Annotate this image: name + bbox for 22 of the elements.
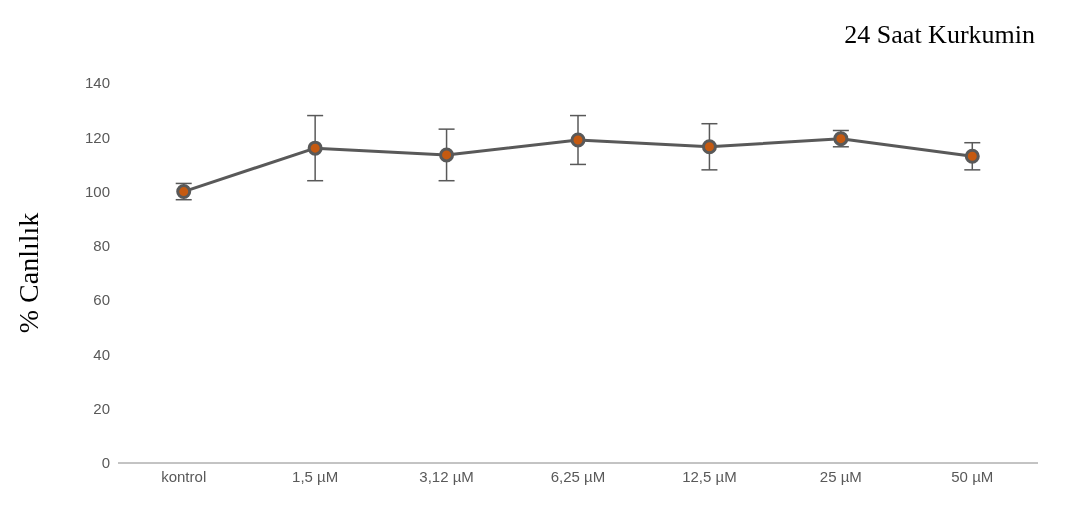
x-tick-label: 25 µM — [819, 467, 862, 485]
x-tick-label: 12,5 µM — [682, 467, 737, 485]
x-tick-label: 6,25 µM — [550, 467, 606, 485]
y-tick-label: 120 — [84, 128, 110, 146]
point — [307, 140, 323, 156]
y-axis-title: % Canlılık — [12, 212, 44, 334]
y-tick-label: 40 — [93, 345, 110, 363]
chart-title: 24 Saat Kurkumin — [844, 20, 1035, 50]
y-tick-label: 80 — [93, 237, 110, 255]
point — [439, 147, 455, 163]
point — [701, 139, 717, 155]
y-tick-label: 140 — [84, 74, 110, 92]
y-tick-label: 20 — [93, 400, 110, 418]
y-tick-label: 100 — [84, 182, 110, 200]
point — [570, 132, 586, 148]
x-tick-label: 3,12 µM — [419, 467, 474, 485]
point — [964, 148, 980, 164]
y-tick-label: 60 — [93, 291, 110, 309]
y-tick-label: 0 — [101, 454, 110, 472]
x-tick-label: kontrol — [161, 467, 207, 485]
x-tick-label: 1,5 µM — [292, 467, 339, 485]
x-tick-label: 50 µM — [951, 467, 994, 485]
